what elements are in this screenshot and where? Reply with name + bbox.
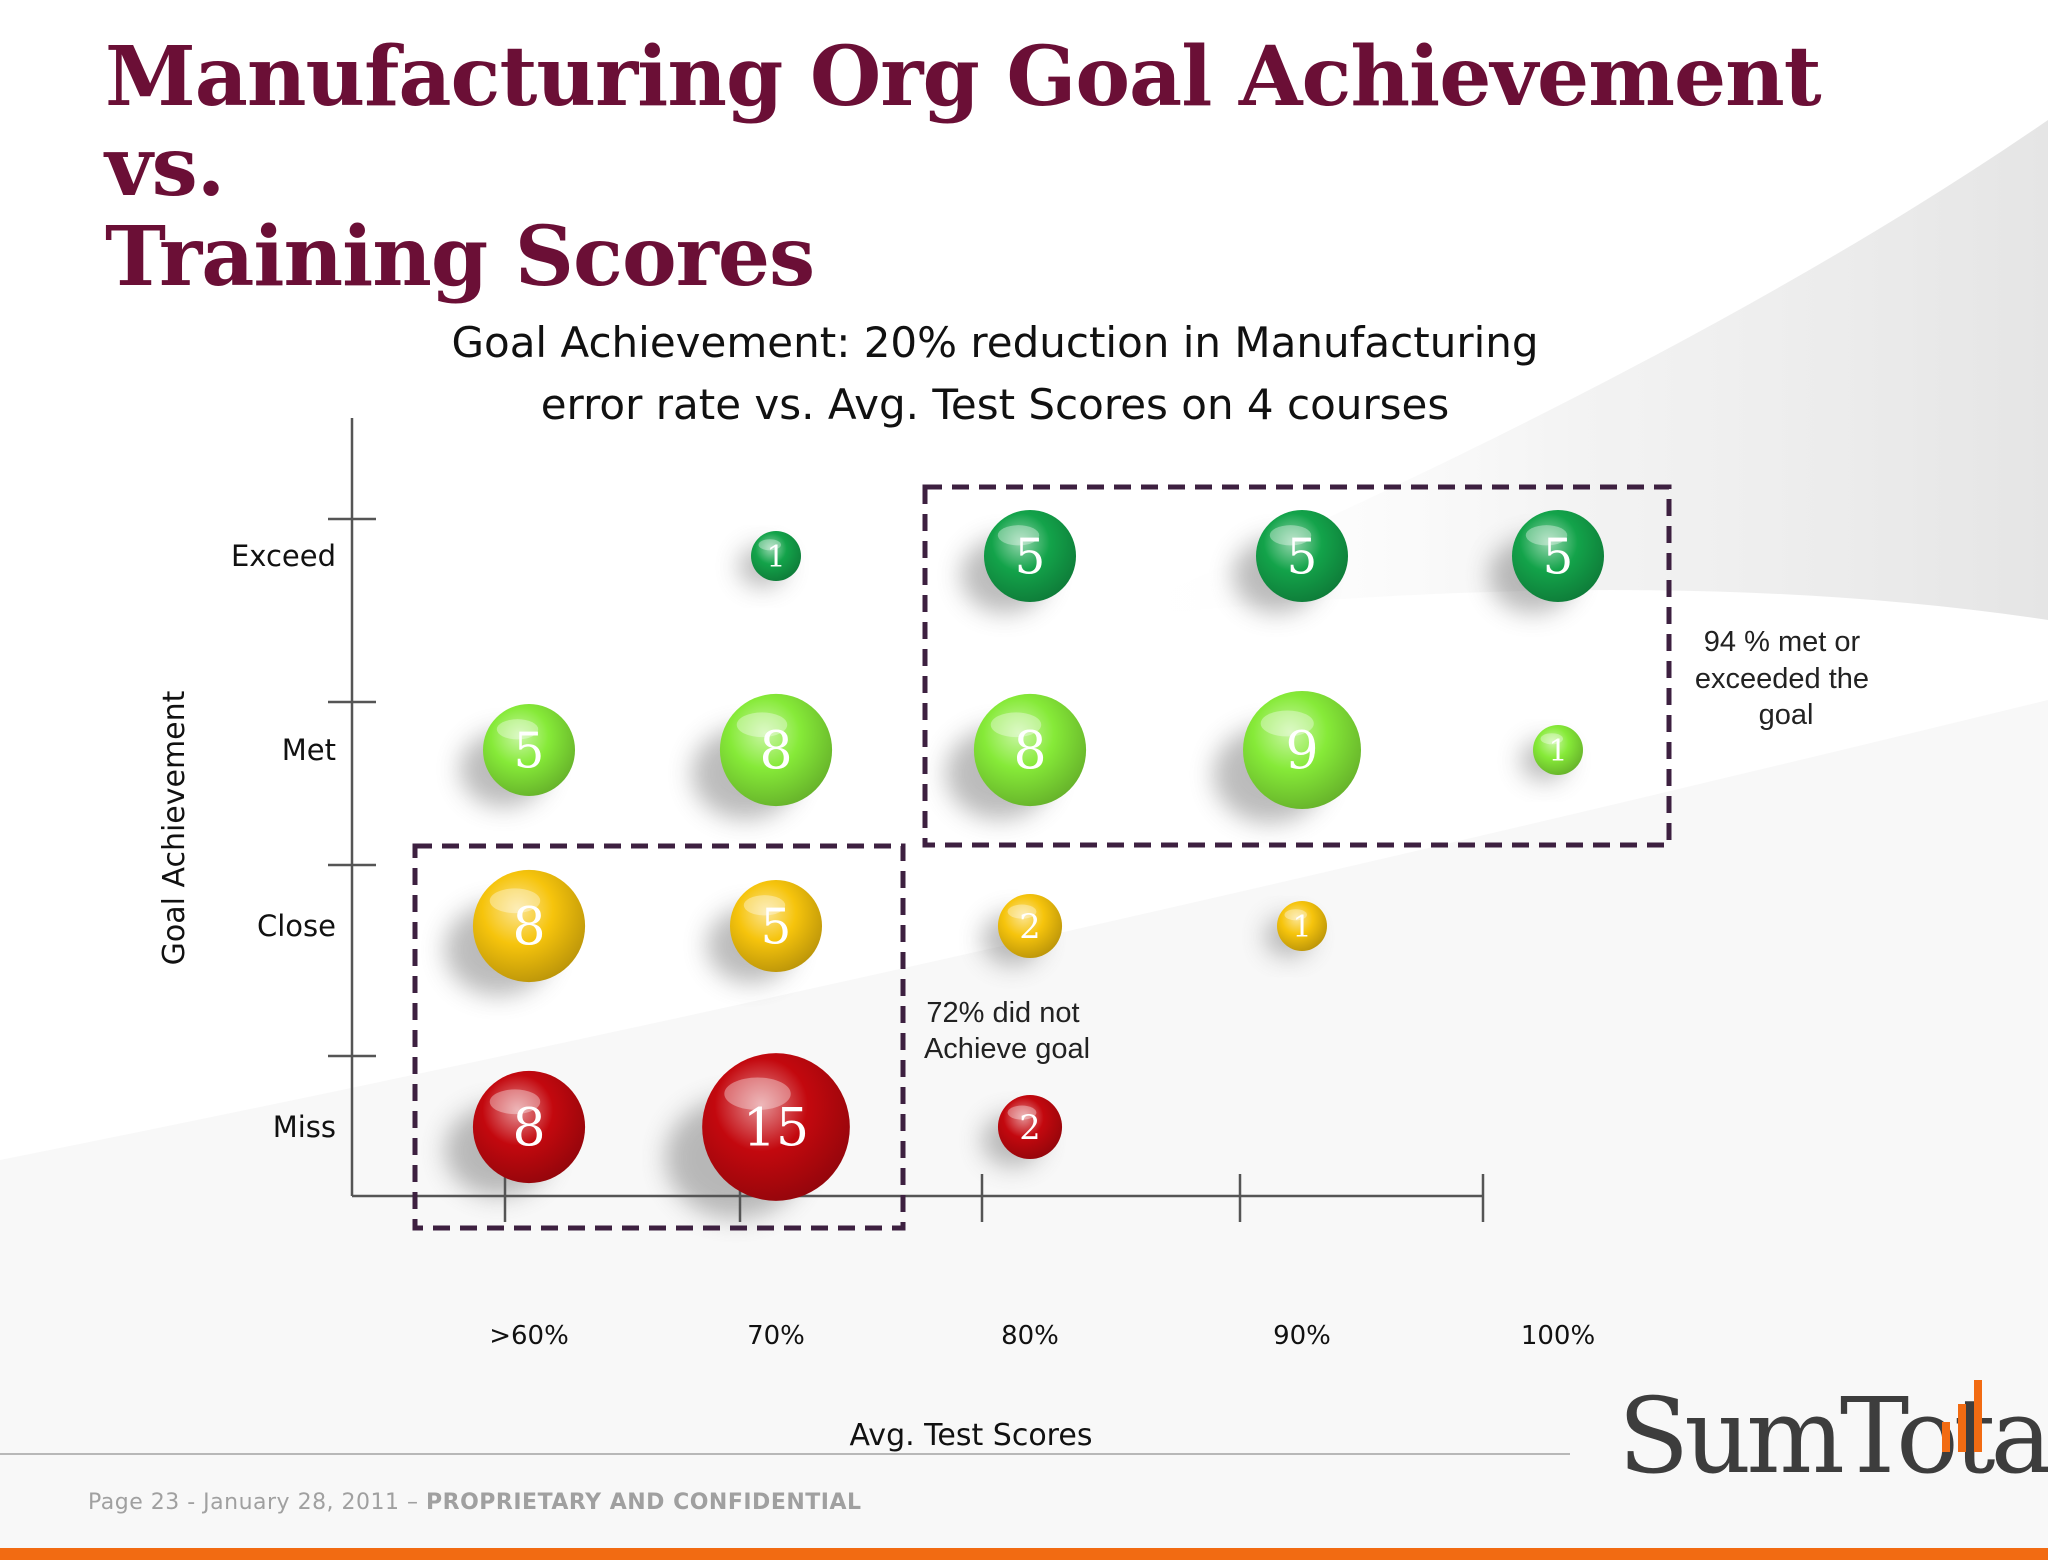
- footer-orange-bar: [0, 1548, 2048, 1560]
- bubble-miss-70-label: 15: [743, 1099, 809, 1159]
- bubble-close-60-highlight: [489, 888, 541, 914]
- bubble-exceed-90-label: 5: [1287, 529, 1318, 585]
- bubble-miss-80-highlight: [1007, 1105, 1037, 1120]
- x-category-label-80: 80%: [1001, 1321, 1059, 1351]
- bubble-close-80-label: 2: [1019, 907, 1040, 946]
- bubble-close-80-highlight: [1007, 904, 1037, 919]
- bubble-miss-60-label: 8: [512, 1099, 545, 1159]
- exceed-met-region-box: [922, 484, 1672, 848]
- y-category-label-met: Met: [282, 733, 336, 767]
- annotation-72-line1: 72% did not: [926, 997, 1079, 1029]
- bubble-met-60: [482, 703, 576, 797]
- annotation-72-percent: 72% did not Achieve goal: [924, 997, 1090, 1065]
- bubble-met-100-label: 1: [1548, 734, 1567, 769]
- bubble-miss-80: [997, 1094, 1063, 1160]
- annotation-94-percent: 94 % met or exceeded the goal: [1695, 626, 1877, 731]
- bubble-miss-60-highlight: [489, 1089, 541, 1115]
- footer: Page 23 - January 28, 2011 – PROPRIETARY…: [88, 1490, 862, 1515]
- y-category-label-miss: Miss: [273, 1110, 336, 1144]
- bubble-close-80: [997, 893, 1063, 959]
- bubble-met-80-highlight: [990, 712, 1042, 738]
- bubble-exceed-70-label: 1: [766, 540, 785, 575]
- bubble-met-70: [719, 693, 833, 807]
- chart-title-line1: Goal Achievement: 20% reduction in Manuf…: [451, 318, 1539, 367]
- y-category-labels: Miss Close Met Exceed: [231, 539, 336, 1144]
- bubble-miss-70: [702, 1053, 850, 1201]
- footer-confidential: PROPRIETARY AND CONFIDENTIAL: [426, 1490, 862, 1515]
- bubble-met-100-highlight: [1540, 733, 1563, 745]
- x-axis-ticks: [503, 1174, 1485, 1222]
- y-category-label-close: Close: [257, 909, 336, 943]
- logo-bars-icon: [1942, 1380, 1982, 1452]
- bubble-exceed-70-highlight: [758, 539, 781, 551]
- bubble-close-60-label: 8: [512, 898, 545, 958]
- x-category-labels: >60% 70% 80% 90% 100%: [489, 1321, 1595, 1351]
- x-category-label-90: 90%: [1273, 1321, 1331, 1351]
- bubble-exceed-80: [983, 509, 1077, 603]
- bubble-met-80-label: 8: [1013, 722, 1046, 782]
- chart-title: Goal Achievement: 20% reduction in Manuf…: [390, 312, 1600, 436]
- footer-page-info: Page 23 - January 28, 2011 –: [88, 1490, 427, 1515]
- annotation-94-line2: exceeded the: [1695, 663, 1869, 695]
- bubble-met-70-label: 8: [759, 722, 792, 782]
- x-category-label-60: >60%: [489, 1321, 569, 1351]
- page-title-line1: Manufacturing Org Goal Achievement vs.: [105, 29, 1822, 215]
- x-axis-title: Avg. Test Scores: [850, 1418, 1093, 1453]
- bubble-met-60-label: 5: [514, 723, 545, 779]
- bubble-miss-60: [472, 1070, 586, 1184]
- bubble-miss-70-highlight: [724, 1077, 791, 1111]
- bubble-met-90-highlight: [1260, 710, 1314, 737]
- missed-goal-region-box: [412, 843, 906, 1231]
- footer-divider: [0, 1453, 1570, 1455]
- page-title-line2: Training Scores: [105, 209, 815, 305]
- annotation-94-line3: goal: [1759, 699, 1814, 731]
- bubble-close-70-highlight: [743, 895, 786, 916]
- bubble-met-100: [1533, 725, 1583, 775]
- bubble-met-80: [973, 693, 1087, 807]
- x-category-label-70: 70%: [747, 1321, 805, 1351]
- y-axis-ticks: [328, 517, 376, 1058]
- bubble-miss-80-label: 2: [1019, 1108, 1040, 1147]
- y-axis-title: Goal Achievement: [157, 690, 192, 965]
- annotation-72-line2: Achieve goal: [924, 1033, 1090, 1065]
- bubble-exceed-80-label: 5: [1015, 529, 1046, 585]
- bubble-met-90-label: 9: [1285, 722, 1318, 782]
- bubble-close-70: [729, 879, 823, 973]
- bubble-close-90-label: 1: [1292, 910, 1311, 945]
- bubble-exceed-90: [1255, 509, 1349, 603]
- annotation-94-line1: 94 % met or: [1704, 626, 1861, 658]
- bubble-close-90-highlight: [1284, 909, 1307, 921]
- x-category-label-100: 100%: [1521, 1321, 1595, 1351]
- bubble-met-60-highlight: [496, 719, 539, 740]
- y-category-label-exceed: Exceed: [231, 539, 336, 573]
- bubble-exceed-100: [1511, 509, 1605, 603]
- bubble-exceed-90-highlight: [1269, 525, 1312, 546]
- page-title: Manufacturing Org Goal Achievement vs. T…: [105, 32, 1905, 302]
- bubble-exceed-100-label: 5: [1543, 529, 1574, 585]
- bubble-close-70-label: 5: [761, 899, 792, 955]
- bubbles: 1 5 5 55 8 8 9 18 5 2 18 15 2: [472, 509, 1605, 1201]
- bubble-met-90: [1243, 691, 1361, 809]
- bubble-met-70-highlight: [736, 712, 788, 738]
- sumtotal-logo: SumTotal.: [1618, 1376, 2048, 1496]
- bubble-exceed-70: [751, 531, 801, 581]
- bubble-exceed-100-highlight: [1525, 525, 1568, 546]
- bubble-exceed-80-highlight: [997, 525, 1040, 546]
- chart-title-line2: error rate vs. Avg. Test Scores on 4 cou…: [540, 380, 1450, 429]
- bubble-close-90: [1277, 901, 1327, 951]
- bubble-close-60: [472, 869, 586, 983]
